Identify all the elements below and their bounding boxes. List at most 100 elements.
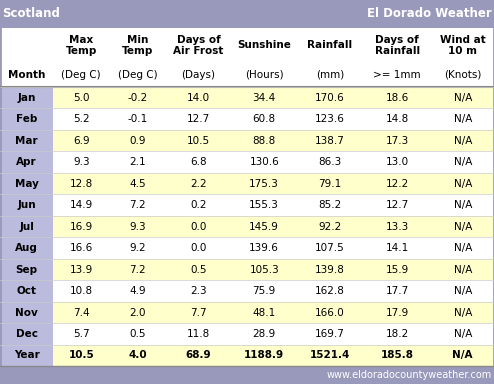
Bar (0, 259, 494, 280)
Text: (Knots): (Knots) (444, 70, 482, 80)
Text: 14.0: 14.0 (187, 93, 210, 103)
Text: Min
Temp: Min Temp (122, 35, 153, 56)
Text: 0.5: 0.5 (190, 265, 207, 275)
Text: 175.3: 175.3 (249, 179, 279, 189)
Bar (0, 109, 494, 130)
Text: 5.7: 5.7 (73, 329, 89, 339)
Text: 0.0: 0.0 (190, 243, 206, 253)
Text: 7.7: 7.7 (190, 308, 207, 318)
Text: 10.8: 10.8 (70, 286, 93, 296)
Text: 18.2: 18.2 (385, 329, 409, 339)
Text: Scotland: Scotland (2, 7, 60, 20)
Text: Days of
Air Frost: Days of Air Frost (173, 35, 224, 56)
Bar (0, 151, 494, 173)
Text: 79.1: 79.1 (318, 179, 341, 189)
Text: 13.0: 13.0 (385, 157, 409, 167)
Text: 0.2: 0.2 (190, 200, 207, 210)
Bar (0, 63, 494, 87)
Bar (0, 130, 494, 151)
Text: 5.0: 5.0 (73, 93, 89, 103)
Bar (0, 345, 53, 366)
Text: N/A: N/A (453, 308, 472, 318)
Text: Oct: Oct (17, 286, 37, 296)
Text: >= 1mm: >= 1mm (373, 70, 421, 80)
Text: 10.5: 10.5 (187, 136, 210, 146)
Bar (0, 0, 494, 28)
Text: 92.2: 92.2 (318, 222, 341, 232)
Bar (0, 194, 53, 216)
Bar (0, 130, 53, 151)
Text: 1521.4: 1521.4 (310, 351, 350, 361)
Text: 145.9: 145.9 (249, 222, 279, 232)
Text: 9.3: 9.3 (129, 222, 146, 232)
Text: www.eldoradocountyweather.com: www.eldoradocountyweather.com (326, 370, 492, 380)
Text: Rainfall: Rainfall (307, 40, 352, 50)
Bar (0, 194, 494, 216)
Text: 5.2: 5.2 (73, 114, 89, 124)
Text: 7.2: 7.2 (129, 265, 146, 275)
Text: 13.9: 13.9 (70, 265, 93, 275)
Text: Jun: Jun (17, 200, 36, 210)
Text: N/A: N/A (453, 243, 472, 253)
Text: 12.8: 12.8 (70, 179, 93, 189)
Bar (0, 323, 53, 345)
Bar (0, 173, 53, 194)
Text: 34.4: 34.4 (252, 93, 276, 103)
Bar (0, 259, 53, 280)
Text: Dec: Dec (16, 329, 38, 339)
Text: N/A: N/A (453, 114, 472, 124)
Text: 6.9: 6.9 (73, 136, 89, 146)
Text: Aug: Aug (15, 243, 38, 253)
Text: N/A: N/A (453, 93, 472, 103)
Text: 166.0: 166.0 (315, 308, 345, 318)
Text: Year: Year (14, 351, 40, 361)
Bar (0, 237, 53, 259)
Bar (0, 151, 53, 173)
Text: 14.8: 14.8 (385, 114, 409, 124)
Bar (0, 366, 494, 384)
Text: 16.6: 16.6 (70, 243, 93, 253)
Text: 162.8: 162.8 (315, 286, 345, 296)
Text: 14.9: 14.9 (70, 200, 93, 210)
Text: 17.3: 17.3 (385, 136, 409, 146)
Text: El Dorado Weather: El Dorado Weather (367, 7, 492, 20)
Bar (0, 302, 53, 323)
Bar (0, 302, 494, 323)
Text: 14.1: 14.1 (385, 243, 409, 253)
Text: N/A: N/A (453, 179, 472, 189)
Text: Month: Month (8, 70, 45, 80)
Text: 185.8: 185.8 (380, 351, 413, 361)
Bar (0, 280, 494, 302)
Text: 15.9: 15.9 (385, 265, 409, 275)
Text: 4.0: 4.0 (128, 351, 147, 361)
Bar (0, 109, 53, 130)
Text: 138.7: 138.7 (315, 136, 345, 146)
Text: 2.1: 2.1 (129, 157, 146, 167)
Text: N/A: N/A (453, 351, 473, 361)
Text: 86.3: 86.3 (318, 157, 341, 167)
Text: N/A: N/A (453, 200, 472, 210)
Text: 9.2: 9.2 (129, 243, 146, 253)
Text: (Hours): (Hours) (245, 70, 284, 80)
Text: -0.1: -0.1 (127, 114, 148, 124)
Text: 169.7: 169.7 (315, 329, 345, 339)
Text: (mm): (mm) (316, 70, 344, 80)
Text: N/A: N/A (453, 329, 472, 339)
Text: 0.9: 0.9 (129, 136, 146, 146)
Bar (0, 237, 494, 259)
Text: (Days): (Days) (181, 70, 215, 80)
Text: 17.9: 17.9 (385, 308, 409, 318)
Text: Nov: Nov (15, 308, 38, 318)
Bar (0, 28, 494, 63)
Text: 11.8: 11.8 (187, 329, 210, 339)
Text: 12.7: 12.7 (187, 114, 210, 124)
Text: 17.7: 17.7 (385, 286, 409, 296)
Text: 139.6: 139.6 (249, 243, 279, 253)
Text: 7.4: 7.4 (73, 308, 89, 318)
Text: Days of
Rainfall: Days of Rainfall (374, 35, 419, 56)
Text: 139.8: 139.8 (315, 265, 345, 275)
Text: 18.6: 18.6 (385, 93, 409, 103)
Text: 7.2: 7.2 (129, 200, 146, 210)
Bar (0, 87, 53, 109)
Text: Apr: Apr (16, 157, 37, 167)
